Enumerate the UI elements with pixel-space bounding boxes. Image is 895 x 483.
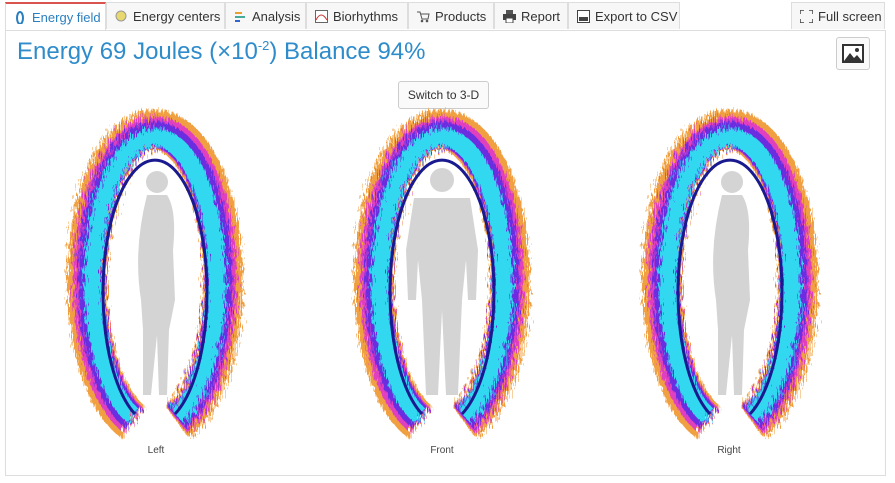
tab-label: Biorhythms — [333, 9, 399, 24]
body-silhouette — [138, 171, 175, 395]
icon — [315, 10, 328, 23]
tab[interactable]: Export to CSV — [568, 2, 680, 29]
body-silhouette — [406, 168, 478, 395]
tab[interactable]: Products — [408, 2, 494, 29]
tab-label: Full screen — [818, 9, 882, 24]
tab[interactable]: Report — [494, 2, 568, 29]
icon — [503, 10, 516, 23]
switch-3d-button[interactable]: Switch to 3-D — [398, 81, 489, 109]
icon — [16, 11, 24, 24]
full-screen-button[interactable]: Full screen — [791, 2, 885, 29]
tab[interactable]: Energy field — [5, 2, 106, 31]
title-text: Energy 69 Joules (×10 — [17, 38, 258, 65]
tab-label: Report — [521, 9, 561, 24]
icon — [842, 44, 864, 63]
content-panel — [5, 30, 886, 476]
tab[interactable]: Energy centers — [106, 2, 225, 29]
tab[interactable]: Analysis — [225, 2, 306, 29]
image-button[interactable] — [836, 37, 870, 70]
body-silhouette — [713, 171, 750, 395]
icon — [577, 10, 590, 23]
icon — [417, 11, 430, 23]
tab-label: Export to CSV — [595, 9, 678, 24]
view-label: Right — [717, 445, 741, 456]
tab-label: Energy centers — [133, 9, 221, 24]
icon — [115, 10, 127, 22]
tab-label: Products — [435, 9, 487, 24]
tab-bar: Energy field Energy centers Analysis Bio… — [5, 2, 885, 31]
view-label: Left — [147, 445, 165, 456]
title-text: ) Balance 94% — [269, 38, 426, 65]
tab[interactable]: Biorhythms — [306, 2, 408, 29]
tab-label: Analysis — [252, 9, 301, 24]
view-label: Front — [430, 445, 454, 456]
title-exponent: -2 — [257, 38, 270, 53]
tab-label: Energy field — [32, 10, 101, 25]
icon — [235, 12, 245, 22]
page-title: Energy 69 Joules (×10-2) Balance 94% — [17, 38, 425, 66]
